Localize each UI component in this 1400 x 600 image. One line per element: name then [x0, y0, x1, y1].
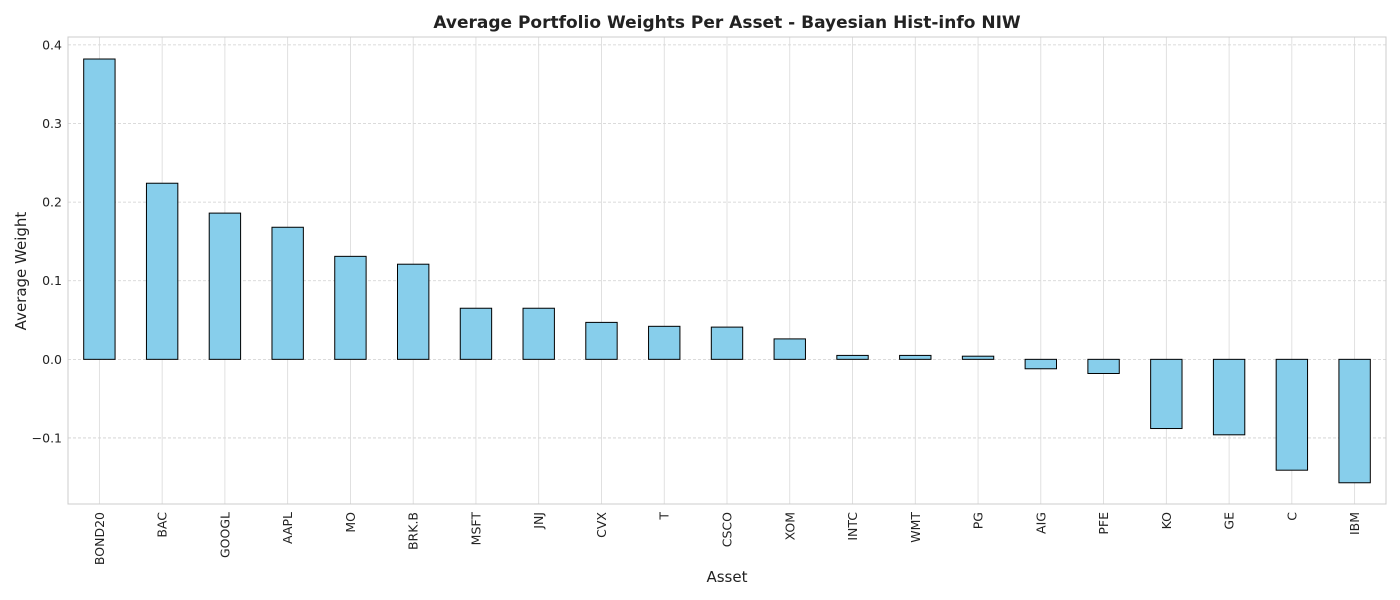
- x-tick-label: JNJ: [531, 512, 546, 530]
- x-tick-label: BOND20: [92, 512, 107, 565]
- bar-jnj: [522, 307, 555, 360]
- bar-wmt: [899, 354, 932, 360]
- x-tick-label: GE: [1222, 512, 1237, 530]
- bar-msft: [459, 307, 493, 360]
- x-tick-label: AAPL: [280, 512, 295, 544]
- y-tick-label: 0.0: [42, 352, 62, 367]
- x-tick-label: MO: [343, 512, 358, 533]
- x-tick-label: AIG: [1033, 512, 1048, 534]
- bar-brk-b: [397, 263, 430, 360]
- bar-c: [1275, 358, 1309, 471]
- x-tick-label: C: [1284, 512, 1299, 521]
- x-tick-label: BRK.B: [406, 512, 421, 550]
- x-tick-label: CVX: [594, 512, 609, 538]
- y-tick-label: 0.4: [42, 37, 62, 52]
- bars-layer: [83, 58, 1371, 484]
- x-tick-label: PFE: [1096, 512, 1111, 535]
- bar-t: [648, 325, 681, 360]
- bar-mo: [334, 255, 367, 360]
- x-axis-label: Asset: [706, 568, 747, 586]
- x-tick-label: BAC: [155, 512, 170, 538]
- chart-title: Average Portfolio Weights Per Asset - Ba…: [433, 13, 1021, 33]
- x-tick-label: CSCO: [720, 512, 735, 547]
- bar-pg: [961, 355, 995, 360]
- bar-aig: [1024, 358, 1057, 370]
- y-tick-label: 0.3: [42, 116, 62, 131]
- y-tick-label: 0.1: [42, 273, 62, 288]
- bar-pfe: [1087, 358, 1120, 374]
- x-tick-label: XOM: [782, 512, 797, 540]
- bar-bond20: [83, 58, 116, 360]
- grid-layer: [68, 37, 1386, 504]
- bar-xom: [773, 338, 806, 360]
- y-tick-labels: 0.4 0.3 0.2 0.1 0.0 −0.1: [32, 37, 62, 445]
- x-tick-label: MSFT: [468, 512, 483, 546]
- x-tick-label: PG: [971, 512, 986, 529]
- bar-ge: [1212, 358, 1246, 436]
- y-tick-label: −0.1: [32, 430, 62, 445]
- bar-cvx: [585, 321, 618, 360]
- bar-aapl: [271, 226, 304, 360]
- plot-frame: [67, 36, 1387, 505]
- x-tick-label: KO: [1159, 512, 1174, 530]
- x-tick-label: WMT: [908, 512, 923, 543]
- y-tick-label: 0.2: [42, 195, 62, 210]
- bar-ibm: [1338, 358, 1371, 484]
- x-tick-label: GOOGL: [217, 512, 232, 558]
- bar-ko: [1150, 358, 1183, 430]
- bar-intc: [836, 354, 869, 360]
- x-tick-label: INTC: [845, 512, 860, 541]
- x-tick-labels: BOND20 BAC GOOGL AAPL MO BRK.B MSFT JNJ CVX T CSCO…: [92, 512, 1362, 566]
- y-axis-label: Average Weight: [12, 212, 30, 331]
- bar-bac: [145, 182, 179, 360]
- bar-csco: [710, 326, 744, 360]
- bar-googl: [208, 212, 242, 360]
- x-tick-label: T: [657, 512, 672, 521]
- x-tick-label: IBM: [1347, 512, 1362, 535]
